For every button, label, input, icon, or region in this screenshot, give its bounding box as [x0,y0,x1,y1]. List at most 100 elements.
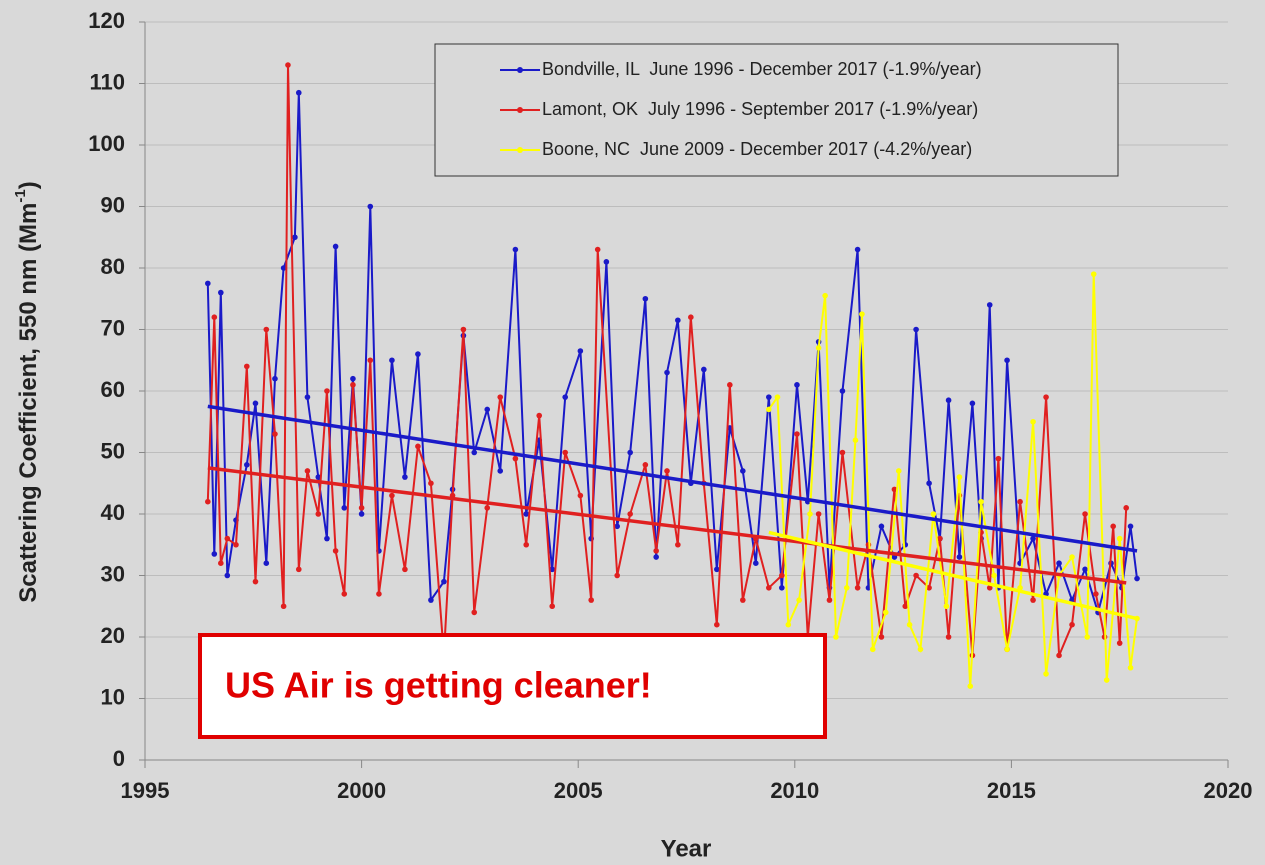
data-point [428,597,434,603]
y-tick-label: 50 [101,438,125,463]
x-tick-label: 2005 [554,778,603,803]
trend-line [768,530,1138,621]
data-point [244,462,250,468]
data-point [627,449,633,456]
data-point [218,560,224,566]
data-point [428,480,434,487]
data-point [1056,652,1062,659]
y-label-end: ) [15,181,42,189]
data-point [252,400,259,407]
data-point [263,560,270,566]
data-point [714,621,720,628]
y-tick-label: 10 [101,684,125,709]
data-point [627,511,633,517]
data-point [930,511,937,517]
data-point [688,314,694,321]
data-point [304,394,311,400]
series-line [206,64,1128,656]
data-point [1084,634,1091,640]
y-tick-label: 80 [101,254,125,279]
data-point [512,455,519,462]
x-tick-label: 2010 [770,778,819,803]
data-point [341,591,348,597]
data-point [315,474,322,480]
y-label-sup: -1 [12,189,29,202]
data-point [367,357,374,364]
y-tick-label: 0 [113,746,125,771]
data-point [937,535,943,542]
data-point [978,498,984,505]
data-point [484,406,491,413]
data-point [839,388,846,394]
data-point [1082,511,1088,517]
y-tick-label: 40 [101,500,125,525]
data-point [967,683,974,689]
data-point [839,449,846,456]
x-axis-label: Year [661,835,712,862]
data-point [779,585,785,591]
plot-area: 0 10 20 30 40 50 60 70 80 90 100 110 120 1995 2000 2005… [88,8,1252,803]
data-point [512,246,519,253]
data-point [1030,535,1036,542]
legend-marker [517,67,523,73]
data-point [902,603,909,610]
x-tick-label: 2020 [1204,778,1253,803]
legend-label: Bondville, IL June 1996 - December 2017 … [542,59,982,79]
data-point [272,375,278,382]
data-point [280,265,287,271]
data-point [956,474,963,480]
data-point [854,246,861,253]
data-point [523,511,530,517]
data-point [653,554,659,560]
data-point [205,498,211,505]
data-point [926,585,932,591]
data-point [843,585,850,591]
data-point [1043,671,1049,677]
data-point [244,363,250,370]
data-point [1103,677,1110,683]
data-point [402,474,408,480]
data-point [675,317,681,324]
data-point [497,394,504,400]
trend-line [207,466,1127,585]
data-point [1116,640,1123,646]
data-point [859,311,865,317]
data-point [315,511,322,517]
data-point [341,505,348,511]
data-point [460,326,467,333]
y-label-text: Scattering Coefficient, 550 nm (Mm [15,203,42,603]
data-point [603,259,610,265]
legend-marker [517,147,523,153]
y-tick-label: 110 [90,69,126,94]
data-point [1090,271,1097,277]
annotation-box [198,633,827,739]
data-point [1004,357,1010,364]
data-point [774,394,781,400]
data-point [304,468,311,474]
data-point [826,597,833,603]
data-point [1069,621,1075,628]
data-point [1017,498,1023,505]
data-point [1082,566,1088,573]
data-point [523,541,530,548]
data-point [471,609,478,616]
x-tick-label: 1995 [121,778,170,803]
data-point [906,621,913,628]
data-point [822,292,828,299]
legend-marker [517,107,523,113]
data-point [614,572,620,579]
data-point [562,394,569,400]
data-point [675,541,681,548]
data-point [815,511,822,517]
data-point [389,492,395,499]
data-point [233,541,239,548]
y-axis-label: Scattering Coefficient, 550 nm (Mm-1) [12,181,42,602]
data-point [815,345,822,351]
data-point [292,234,298,241]
y-tick-label: 70 [101,315,125,340]
data-point [986,585,993,591]
y-tick-label: 60 [101,377,125,402]
data-point [727,382,733,388]
data-point [402,566,408,573]
data-point [926,480,932,487]
